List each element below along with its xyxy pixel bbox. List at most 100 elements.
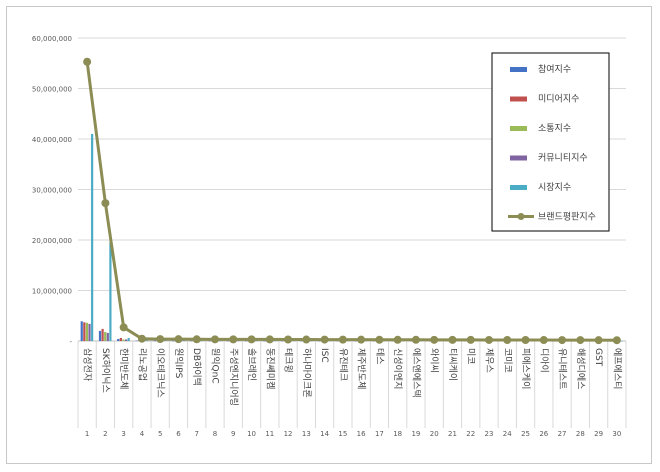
category-label: 테크윙 — [283, 348, 294, 373]
legend-label: 시장지수 — [538, 182, 571, 193]
legend-swatch — [510, 155, 527, 161]
category-label: 원익IPS — [173, 348, 185, 379]
y-tick-label: 20,000,000 — [32, 237, 72, 245]
rank-label: 26 — [539, 430, 548, 438]
line-point — [247, 335, 256, 344]
bar — [200, 340, 203, 342]
line-point — [503, 335, 512, 344]
line-point — [485, 335, 493, 344]
legend-swatch — [510, 126, 527, 131]
bar — [164, 340, 167, 341]
bar — [190, 340, 193, 342]
rank-label: 30 — [612, 430, 621, 438]
bar — [171, 340, 175, 342]
line-point — [411, 335, 420, 344]
line-point — [338, 335, 347, 344]
line-point — [320, 335, 329, 344]
legend-label: 참여지수 — [538, 63, 571, 75]
category-label: 피에스케이 — [520, 348, 531, 389]
bar — [80, 321, 83, 341]
rank-label: 2 — [103, 430, 107, 438]
rank-label: 15 — [338, 430, 347, 438]
rank-label: 16 — [357, 430, 366, 438]
rank-label: 3 — [121, 430, 125, 438]
category-label: 솔브레인 — [246, 348, 257, 381]
rank-label: 13 — [302, 430, 311, 438]
bar — [182, 340, 185, 342]
rank-label: 22 — [466, 430, 475, 438]
rank-label: 20 — [430, 430, 439, 438]
category-label: 주성엔지니어링 — [228, 348, 240, 406]
line-point — [448, 335, 457, 344]
bar — [124, 339, 128, 341]
category-label: 리노공업 — [136, 348, 147, 381]
category-label: 코미코 — [502, 348, 513, 373]
rank-label: 23 — [485, 430, 494, 438]
legend-swatch — [510, 67, 527, 72]
category-label: 제주반도체 — [356, 348, 367, 389]
bar — [83, 322, 86, 341]
bar — [91, 133, 94, 341]
line-point — [211, 335, 219, 344]
rank-label: 10 — [247, 430, 256, 438]
bar — [299, 340, 303, 342]
rank-label: 9 — [231, 430, 235, 438]
category-label: ISC — [319, 348, 329, 363]
line-point — [156, 335, 165, 344]
legend-label: 커뮤니티지수 — [538, 153, 588, 164]
line-point — [558, 336, 567, 345]
category-label: 에스앤에스텍 — [410, 348, 421, 398]
y-tick-label: - — [69, 338, 72, 346]
rank-label: 5 — [158, 430, 162, 438]
line-point — [539, 336, 548, 345]
category-label: 디아이 — [538, 348, 549, 373]
line-point — [229, 335, 238, 344]
bar — [104, 331, 107, 341]
line-point — [576, 336, 585, 345]
rank-label: 27 — [558, 430, 567, 438]
line-point — [612, 336, 621, 345]
bar — [127, 337, 130, 341]
bar — [226, 340, 229, 342]
category-label: 해성디에스 — [575, 348, 586, 389]
category-label: 에프에스티 — [611, 348, 622, 389]
line-point — [174, 335, 183, 344]
line-point — [393, 335, 402, 344]
bar — [208, 340, 211, 342]
rank-label: 14 — [320, 430, 329, 438]
category-label: 와이씨 — [429, 348, 441, 373]
bar — [237, 340, 240, 342]
rank-label: 21 — [448, 430, 457, 438]
category-label: 티씨케이 — [447, 348, 458, 381]
bar — [109, 242, 112, 341]
line-point — [119, 323, 128, 332]
rank-label: 11 — [265, 430, 274, 438]
category-label: SK하이닉스 — [100, 348, 111, 393]
bar — [218, 340, 222, 342]
line-point — [192, 335, 201, 344]
bar — [135, 340, 138, 342]
rank-label: 6 — [176, 430, 181, 438]
bar — [245, 340, 248, 342]
legend-swatch — [510, 96, 527, 102]
category-label: 유니테스트 — [557, 348, 568, 389]
legend-swatch-marker — [517, 213, 525, 220]
line-point — [375, 335, 384, 344]
rank-label: 25 — [521, 430, 530, 438]
y-tick-label: 10,000,000 — [32, 288, 72, 296]
y-tick-label: 60,000,000 — [32, 35, 72, 43]
rank-label: 12 — [284, 430, 293, 438]
bar — [153, 340, 156, 342]
line-point — [466, 335, 475, 344]
category-label: 삼성전자 — [82, 348, 93, 382]
rank-label: 7 — [194, 430, 198, 438]
y-tick-label: 50,000,000 — [32, 86, 72, 94]
bar — [117, 338, 120, 341]
rank-label: 8 — [213, 430, 217, 438]
bar — [263, 340, 266, 342]
category-label: 한미반도체 — [118, 348, 129, 389]
legend-label: 소통지수 — [538, 123, 571, 134]
legend-label: 미디어지수 — [538, 94, 579, 105]
bar — [85, 322, 89, 341]
